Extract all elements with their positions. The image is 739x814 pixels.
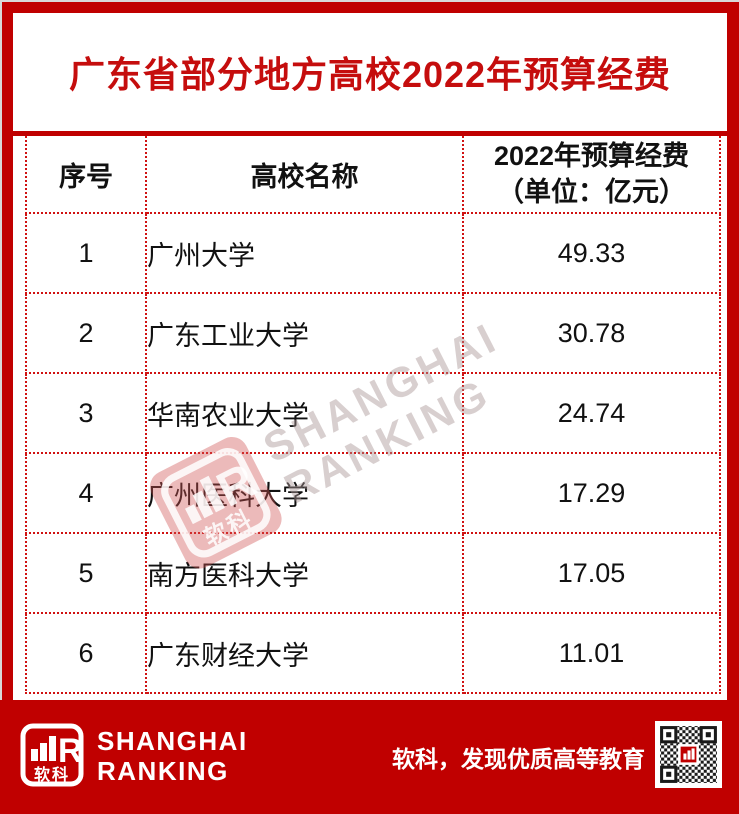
page-title: 广东省部分地方高校2022年预算经费 bbox=[68, 54, 672, 95]
table-header: 序号 高校名称 2022年预算经费 （单位：亿元） bbox=[25, 136, 721, 214]
table-row: 5 南方医科大学 17.05 bbox=[25, 532, 721, 614]
row-index: 4 bbox=[25, 452, 147, 534]
content-panel: 广东省部分地方高校2022年预算经费 序号 高校名称 2022年预算经费 （单位… bbox=[13, 13, 727, 700]
table-row: 6 广东财经大学 11.01 bbox=[25, 612, 721, 694]
header-name: 高校名称 bbox=[145, 136, 464, 214]
budget-table: 序号 高校名称 2022年预算经费 （单位：亿元） 1 广州大学 49.33 2… bbox=[25, 136, 721, 694]
qr-code bbox=[655, 721, 722, 793]
footer-slogan: 软科，发现优质高等教育 bbox=[392, 746, 645, 772]
footer-bar: R 软科 SHANGHAI RANKING 软科，发现优质高等教育 bbox=[0, 700, 739, 814]
row-index: 6 bbox=[25, 612, 147, 694]
row-budget-value: 30.78 bbox=[462, 292, 721, 374]
table-row: 4 广州医科大学 17.29 bbox=[25, 452, 721, 534]
brand-line1: SHANGHAI bbox=[97, 726, 248, 757]
table-row: 1 广州大学 49.33 bbox=[25, 212, 721, 294]
svg-text:R: R bbox=[58, 732, 83, 770]
row-budget-value: 11.01 bbox=[462, 612, 721, 694]
header-budget-line1: 2022年预算经费 bbox=[493, 140, 690, 171]
row-index: 1 bbox=[25, 212, 147, 294]
row-index: 3 bbox=[25, 372, 147, 454]
brand-line2: RANKING bbox=[97, 756, 229, 786]
row-university-name: 广东财经大学 bbox=[145, 612, 464, 694]
header-row: 序号 高校名称 2022年预算经费 （单位：亿元） bbox=[25, 136, 721, 214]
table-row: 2 广东工业大学 30.78 bbox=[25, 292, 721, 374]
row-index: 5 bbox=[25, 532, 147, 614]
header-budget-line2: （单位：亿元） bbox=[497, 177, 686, 207]
row-budget-value: 49.33 bbox=[462, 212, 721, 294]
table-top-rule bbox=[13, 131, 727, 136]
brand-wordmark: SHANGHAI RANKING bbox=[97, 726, 248, 787]
shanghairanking-logo-icon: R 软科 bbox=[20, 723, 84, 792]
row-university-name: 南方医科大学 bbox=[145, 532, 464, 614]
row-budget-value: 17.29 bbox=[462, 452, 721, 534]
title-band: 广东省部分地方高校2022年预算经费 bbox=[13, 13, 727, 131]
row-university-name: 华南农业大学 bbox=[145, 372, 464, 454]
row-university-name: 广州大学 bbox=[145, 212, 464, 294]
svg-text:软科: 软科 bbox=[34, 765, 70, 784]
header-index: 序号 bbox=[25, 136, 147, 214]
table-body: 1 广州大学 49.33 2 广东工业大学 30.78 3 华南农业大学 24.… bbox=[25, 212, 721, 694]
header-budget: 2022年预算经费 （单位：亿元） bbox=[462, 136, 721, 214]
table-row: 3 华南农业大学 24.74 bbox=[25, 372, 721, 454]
row-index: 2 bbox=[25, 292, 147, 374]
row-university-name: 广州医科大学 bbox=[145, 452, 464, 534]
row-budget-value: 17.05 bbox=[462, 532, 721, 614]
row-university-name: 广东工业大学 bbox=[145, 292, 464, 374]
row-budget-value: 24.74 bbox=[462, 372, 721, 454]
